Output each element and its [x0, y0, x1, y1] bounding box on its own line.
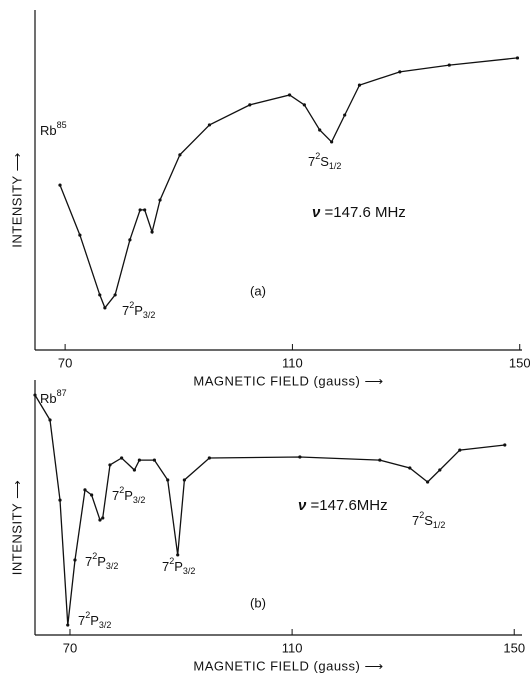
data-point [90, 493, 94, 497]
isotope-label: Rb85 [40, 120, 67, 138]
data-point [73, 558, 77, 562]
data-point [330, 140, 334, 144]
data-point [408, 466, 412, 470]
data-point [101, 516, 105, 520]
data-point [150, 230, 154, 234]
fit-curve [34, 394, 505, 626]
data-point [302, 103, 306, 107]
x-tick-label: 70 [58, 355, 72, 370]
data-point [166, 478, 170, 482]
data-point [66, 623, 70, 627]
data-point [298, 455, 302, 459]
annotation: 72P3/2 [78, 610, 111, 630]
annotation: 72P3/2 [112, 485, 145, 505]
x-axis-label: MAGNETIC FIELD (gauss) ⟶ [193, 373, 383, 388]
data-point [113, 293, 117, 297]
data-point [138, 208, 142, 212]
data-point [158, 198, 162, 202]
data-point [33, 393, 37, 397]
panel-label: (b) [250, 595, 266, 610]
data-point [515, 56, 520, 60]
frequency-label: ν =147.6MHz [298, 497, 388, 514]
fit-curve [59, 57, 518, 310]
data-point [83, 488, 87, 492]
x-tick-label: 110 [282, 640, 303, 655]
data-point [248, 103, 252, 107]
data-point [378, 458, 382, 462]
data-point [132, 468, 136, 472]
data-point [207, 456, 211, 460]
panel-label: (a) [250, 283, 266, 298]
data-point [178, 153, 182, 157]
y-axis-label: INTENSITY ⟶ [9, 152, 24, 247]
annotation: 72P3/2 [122, 300, 155, 320]
annotation: 72P3/2 [85, 551, 118, 571]
x-tick-label: 70 [63, 640, 77, 655]
data-point [58, 498, 62, 502]
data-point [120, 456, 124, 460]
data-point [398, 70, 402, 74]
data-point [343, 113, 347, 117]
x-tick-label: 110 [282, 355, 303, 370]
annotation: 72S1/2 [308, 151, 341, 171]
data-point [78, 233, 82, 237]
annotation: 72P3/2 [162, 556, 195, 576]
data-point [207, 123, 212, 127]
data-point [503, 443, 507, 447]
x-axis-label: MAGNETIC FIELD (gauss) ⟶ [193, 658, 383, 673]
data-point [357, 83, 362, 87]
data-point [318, 128, 322, 132]
frequency-label: ν =147.6 MHz [312, 204, 406, 221]
data-point [128, 238, 132, 242]
data-point [447, 63, 451, 67]
data-point [176, 553, 180, 557]
data-point [103, 306, 107, 310]
data-point [458, 448, 462, 452]
data-point [143, 208, 147, 212]
data-point [58, 183, 62, 187]
data-point [98, 293, 102, 297]
isotope-label: Rb87 [40, 388, 67, 406]
data-point [182, 478, 186, 482]
data-point [438, 468, 442, 472]
data-point [287, 93, 292, 97]
data-point [108, 463, 112, 467]
data-point [48, 418, 52, 422]
data-point [98, 518, 102, 522]
data-point [425, 480, 430, 484]
x-tick-label: 150 [503, 640, 525, 655]
y-axis-label: INTENSITY ⟶ [9, 480, 24, 575]
data-point [152, 458, 156, 462]
annotation: 72S1/2 [412, 510, 445, 530]
data-point [137, 458, 141, 462]
x-tick-label: 150 [509, 355, 530, 370]
